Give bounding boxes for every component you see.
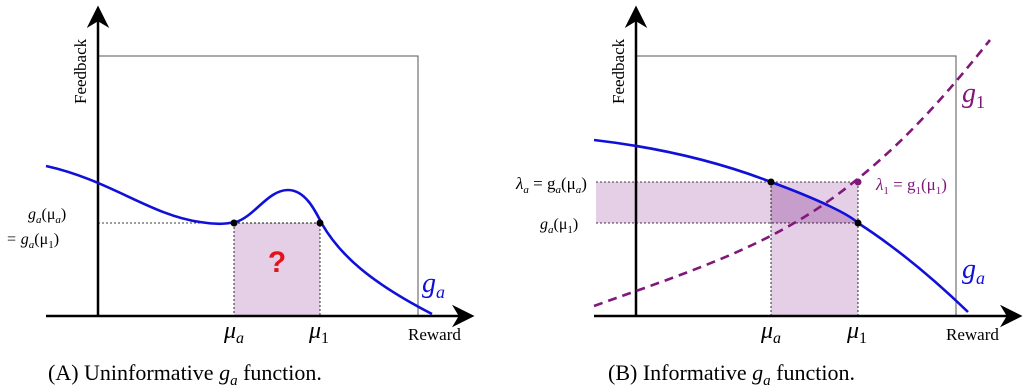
panel-b-curve-label-ga: ga	[962, 254, 985, 288]
panel-b-g-mu1-label: ga(μ1)	[540, 216, 578, 236]
panel-a-x-axis-label: Reward	[408, 325, 461, 344]
panel-b-y-axis-label: Feedback	[609, 38, 628, 104]
panel-a-y-axis-label: Feedback	[71, 38, 90, 104]
panel-a-point-mu-a	[230, 219, 238, 227]
panel-a-tick-mu-1: μ1	[308, 318, 329, 347]
panel-a-question-mark: ?	[268, 246, 286, 279]
panel-b-shaded-overlap	[771, 182, 858, 223]
panel-b-lambda-1-label: λ1 = g1(μ1)	[875, 175, 947, 197]
panel-a-y-label-line2: = ga(μ1)	[6, 231, 59, 251]
panel-a-curve-label: ga	[422, 268, 445, 302]
panel-a-curve-ga	[45, 164, 433, 316]
panel-b-curve-ga	[593, 138, 969, 313]
panel-b-curve-label-g1: g1	[962, 78, 985, 112]
panel-b-tick-mu-a: μa	[760, 318, 781, 347]
panel-b: Reward Feedback μa μ1 λa = ga(μa) ga(μ1)…	[515, 5, 1023, 389]
panel-b-tick-mu-1: μ1	[846, 318, 867, 347]
panel-b-point-mu-1	[854, 219, 862, 227]
panel-a: ? Reward Feedback μa μ1 ga(μa) = ga(μ1) …	[6, 5, 475, 389]
panel-b-point-mu-a	[767, 178, 775, 186]
panel-b-point-lambda-1	[854, 178, 862, 186]
panel-a-caption: (A) Uninformative ga function.	[48, 360, 322, 389]
panel-a-y-label-line1: ga(μa)	[28, 206, 66, 226]
panel-a-shaded-region	[233, 222, 321, 317]
panel-b-curve-g1	[593, 39, 992, 308]
panel-a-point-mu-1	[316, 219, 324, 227]
panel-a-tick-mu-a: μa	[223, 318, 244, 347]
panel-b-caption: (B) Informative ga function.	[608, 360, 855, 389]
panel-b-x-axis-label: Reward	[946, 325, 999, 344]
panel-b-lambda-a-label: λa = ga(μa)	[515, 174, 587, 196]
